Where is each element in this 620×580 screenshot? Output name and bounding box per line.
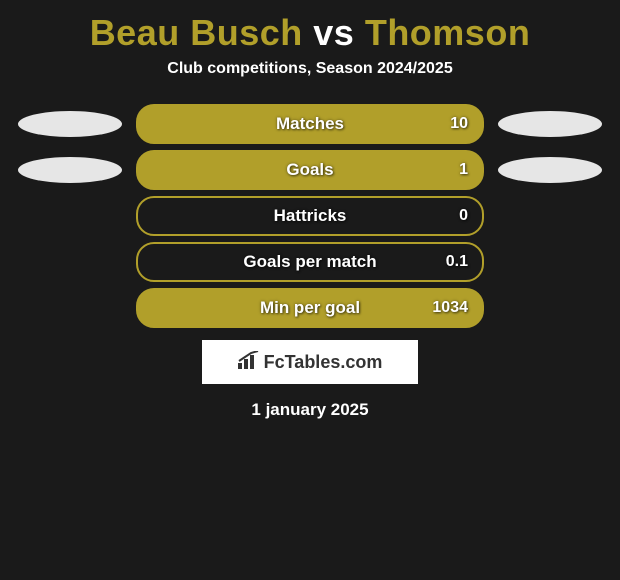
stat-value: 10	[450, 115, 468, 133]
stat-bar: Goals 1	[136, 150, 484, 190]
stat-bar: Matches 10	[136, 104, 484, 144]
title-player2: Thomson	[365, 12, 530, 53]
date: 1 january 2025	[0, 400, 620, 420]
title-vs: vs	[313, 12, 354, 53]
stat-row: Matches 10	[0, 106, 620, 142]
stat-bar: Hattricks 0	[136, 196, 484, 236]
stat-label: Hattricks	[274, 206, 347, 226]
page-title: Beau Busch vs Thomson	[0, 12, 620, 54]
stat-label: Goals per match	[243, 252, 376, 272]
right-ellipse	[498, 157, 602, 183]
subtitle: Club competitions, Season 2024/2025	[0, 60, 620, 78]
stat-bar: Min per goal 1034	[136, 288, 484, 328]
stat-value: 1	[459, 161, 468, 179]
stat-label: Goals	[286, 160, 333, 180]
title-player1: Beau Busch	[90, 12, 303, 53]
stat-label: Min per goal	[260, 298, 360, 318]
stat-value: 0	[459, 207, 468, 225]
right-ellipse	[498, 111, 602, 137]
left-ellipse	[18, 111, 122, 137]
stats-container: Matches 10 Goals 1 Hattricks 0 Goals per match…	[0, 106, 620, 326]
logo-box: FcTables.com	[202, 340, 418, 384]
logo: FcTables.com	[238, 351, 383, 374]
chart-icon	[238, 351, 260, 374]
stat-row: Goals 1	[0, 152, 620, 188]
stat-row: Hattricks 0	[0, 198, 620, 234]
stat-bar: Goals per match 0.1	[136, 242, 484, 282]
logo-text: FcTables.com	[264, 352, 383, 373]
stat-value: 0.1	[446, 253, 468, 271]
stat-label: Matches	[276, 114, 344, 134]
stat-value: 1034	[432, 299, 468, 317]
stat-row: Min per goal 1034	[0, 290, 620, 326]
stat-row: Goals per match 0.1	[0, 244, 620, 280]
left-ellipse	[18, 157, 122, 183]
